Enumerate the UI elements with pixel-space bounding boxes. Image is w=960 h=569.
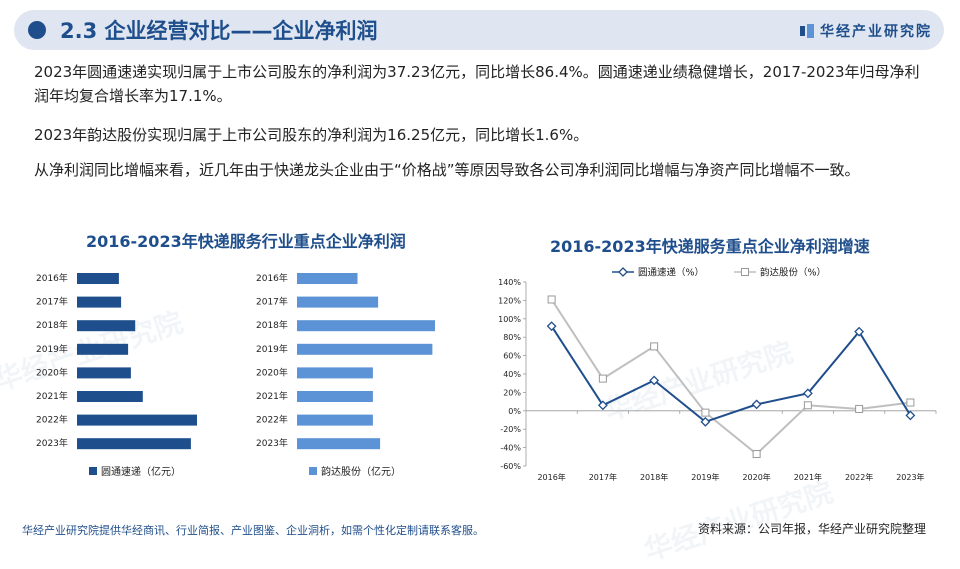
page-title: 2.3 企业经营对比——企业净利润: [60, 19, 378, 43]
tick-label-y: 2018年: [256, 319, 288, 331]
tick-label-y: 2020年: [36, 366, 68, 378]
legend-label: 圆通速递（亿元）: [101, 465, 181, 478]
data-point: [803, 401, 812, 410]
tick-label-y: -20%: [500, 425, 521, 434]
data-point: [547, 295, 556, 304]
bar: [77, 320, 136, 332]
bar: [297, 367, 373, 379]
tick-label-y: 120%: [498, 296, 521, 305]
bar-chart-title: 2016-2023年快递服务行业重点企业净利润: [86, 232, 406, 251]
tick-label-y: 80%: [503, 333, 521, 342]
bar: [77, 273, 119, 284]
tick-label-y: 2022年: [36, 414, 68, 426]
legend-label: 韵达股份（%）: [760, 267, 826, 279]
tick-label-y: 2021年: [256, 390, 288, 402]
legend-marker: [618, 267, 628, 277]
tick-label-y: 20%: [503, 388, 521, 397]
legend-label: 韵达股份（亿元）: [321, 465, 401, 478]
data-point: [802, 388, 813, 399]
tick-label-y: 2016年: [256, 272, 288, 284]
data-point: [597, 400, 608, 411]
tick-label-y: 2023年: [36, 437, 68, 449]
tick-label-y: 2016年: [36, 272, 68, 284]
brand-icon: [800, 24, 814, 38]
bar: [297, 320, 435, 332]
tick-label-x: 2019年: [691, 472, 719, 482]
data-point: [854, 326, 865, 337]
bar: [77, 414, 197, 426]
paragraph-2: 2023年韵达股份实现归属于上市公司股东的净利润为16.25亿元，同比增长1.6…: [34, 126, 589, 144]
data-point: [752, 450, 761, 459]
data-point: [905, 410, 916, 421]
tick-label-x: 2016年: [537, 472, 565, 482]
bar-chart: 2016年 2017年 2018年 2019年 2020年 2021年 2022年 2023年…: [36, 272, 435, 478]
bar: [297, 273, 358, 284]
tick-label-x: 2018年: [640, 472, 668, 482]
legend-swatch: [89, 467, 97, 475]
tick-label-x: 2020年: [742, 472, 770, 482]
footer-note: 华经产业研究院提供华经商讯、行业简报、产业图鉴、企业洞析，如需个性化定制请联系客…: [22, 524, 484, 537]
tick-label-y: 2019年: [36, 343, 68, 355]
bar: [77, 367, 131, 379]
tick-label-x: 2022年: [845, 472, 873, 482]
tick-label-y: 2021年: [36, 390, 68, 402]
tick-label-y: 2017年: [36, 296, 68, 308]
title-bar: 2.3 企业经营对比——企业净利润 华经产业研究院: [14, 10, 944, 50]
tick-label-x: 2017年: [589, 472, 617, 482]
data-point: [751, 399, 762, 410]
tick-label-y: 2023年: [256, 437, 288, 449]
bar: [77, 296, 122, 308]
tick-label-x: 2021年: [794, 472, 822, 482]
tick-label-y: -60%: [500, 462, 521, 471]
bar: [77, 438, 191, 450]
data-point: [649, 375, 660, 386]
tick-label-y: 2017年: [256, 296, 288, 308]
series-line: [550, 325, 912, 423]
tick-label-y: 2018年: [36, 319, 68, 331]
tick-label-y: -40%: [500, 444, 521, 453]
data-point: [598, 374, 607, 383]
bar: [297, 391, 373, 402]
tick-label-y: 140%: [498, 278, 521, 287]
bullet-dot-icon: [28, 21, 46, 39]
legend-swatch: [309, 467, 317, 475]
legend-label: 圆通速递（%）: [638, 267, 704, 279]
tick-label-y: 2019年: [256, 343, 288, 355]
tick-label-y: 0%: [508, 407, 521, 416]
tick-label-x: 2023年: [896, 472, 924, 482]
legend-marker: [741, 268, 749, 276]
brand-name: 华经产业研究院: [820, 24, 932, 40]
data-point: [700, 416, 711, 427]
line-chart-title: 2016-2023年快递服务重点企业净利润增速: [550, 237, 870, 256]
series-line: [550, 298, 911, 456]
data-point: [855, 404, 864, 413]
paragraph-3: 从净利润同比增幅来看，近几年由于快递龙头企业由于“价格战”等原因导致各公司净利润…: [34, 161, 860, 179]
paragraph-1: 2023年圆通速递实现归属于上市公司股东的净利润为37.23亿元，同比增长86.…: [34, 63, 920, 105]
tick-label-y: 60%: [503, 352, 521, 361]
bar: [77, 391, 143, 402]
tick-label-y: 40%: [503, 370, 521, 379]
brand-logo: 华经产业研究院: [800, 21, 932, 41]
data-point: [701, 408, 710, 417]
source-note: 资料来源：公司年报，华经产业研究院整理: [697, 522, 926, 536]
bar: [297, 414, 373, 426]
line-chart: -60% -40% -20% 0% 20% 40% 60% 80% 100% 120% 140% 20…: [498, 267, 937, 482]
data-point: [546, 321, 557, 332]
tick-label-y: 2022年: [256, 414, 288, 426]
bar: [297, 296, 379, 308]
bar: [297, 438, 381, 450]
data-point: [650, 342, 659, 351]
tick-label-y: 100%: [498, 315, 521, 324]
tick-label-y: 2020年: [256, 366, 288, 378]
bar: [77, 343, 129, 355]
data-point: [906, 398, 915, 407]
bar: [297, 343, 433, 355]
